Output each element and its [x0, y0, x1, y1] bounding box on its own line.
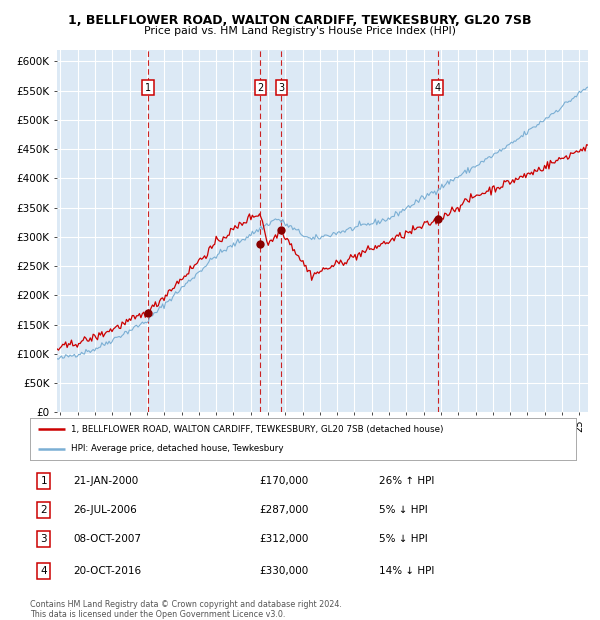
Text: £287,000: £287,000: [259, 505, 308, 515]
Text: £330,000: £330,000: [259, 565, 308, 576]
Text: 14% ↓ HPI: 14% ↓ HPI: [379, 565, 435, 576]
Text: 5% ↓ HPI: 5% ↓ HPI: [379, 534, 428, 544]
Text: 1, BELLFLOWER ROAD, WALTON CARDIFF, TEWKESBURY, GL20 7SB (detached house): 1, BELLFLOWER ROAD, WALTON CARDIFF, TEWK…: [71, 425, 443, 434]
Text: 1: 1: [40, 476, 47, 486]
Text: 5% ↓ HPI: 5% ↓ HPI: [379, 505, 428, 515]
Text: 1, BELLFLOWER ROAD, WALTON CARDIFF, TEWKESBURY, GL20 7SB: 1, BELLFLOWER ROAD, WALTON CARDIFF, TEWK…: [68, 14, 532, 27]
Text: 1: 1: [145, 82, 151, 92]
Text: 08-OCT-2007: 08-OCT-2007: [74, 534, 142, 544]
Text: 4: 4: [40, 565, 47, 576]
Text: 21-JAN-2000: 21-JAN-2000: [74, 476, 139, 486]
Text: 20-OCT-2016: 20-OCT-2016: [74, 565, 142, 576]
Text: 3: 3: [40, 534, 47, 544]
Text: 26% ↑ HPI: 26% ↑ HPI: [379, 476, 435, 486]
Text: Price paid vs. HM Land Registry's House Price Index (HPI): Price paid vs. HM Land Registry's House …: [144, 26, 456, 36]
Text: Contains HM Land Registry data © Crown copyright and database right 2024.
This d: Contains HM Land Registry data © Crown c…: [30, 600, 342, 619]
Text: 2: 2: [257, 82, 263, 92]
Text: HPI: Average price, detached house, Tewkesbury: HPI: Average price, detached house, Tewk…: [71, 444, 283, 453]
Text: 3: 3: [278, 82, 284, 92]
Text: 2: 2: [40, 505, 47, 515]
Text: £170,000: £170,000: [259, 476, 308, 486]
Text: £312,000: £312,000: [259, 534, 308, 544]
Text: 4: 4: [434, 82, 440, 92]
Text: 26-JUL-2006: 26-JUL-2006: [74, 505, 137, 515]
